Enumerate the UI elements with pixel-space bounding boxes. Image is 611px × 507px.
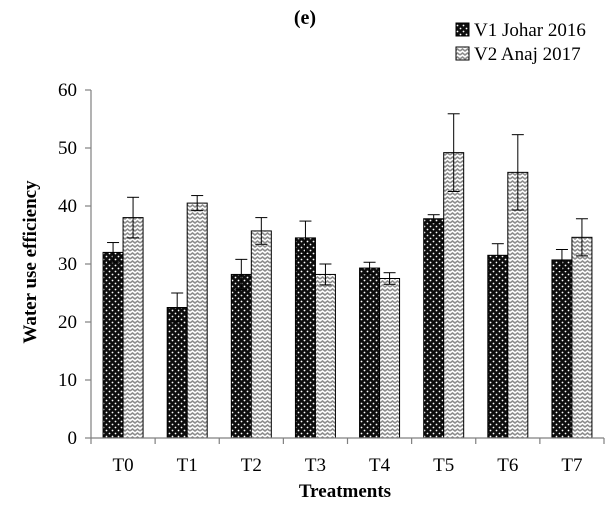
- bar-v1-t7: [551, 259, 573, 439]
- legend-label: V2 Anaj 2017: [474, 44, 581, 65]
- error-bar-v2-t5: [447, 113, 460, 192]
- error-bar-v1-t3: [299, 220, 312, 256]
- x-tick-label-t6: T6: [497, 455, 518, 476]
- y-tick-label: 40: [58, 196, 77, 217]
- y-tick-label: 60: [58, 80, 77, 101]
- y-axis-title: Water use efficiency: [20, 180, 41, 344]
- y-tick-label: 30: [58, 254, 77, 275]
- bar-v2-t4: [379, 278, 401, 439]
- bar-v1-t1: [166, 307, 188, 439]
- x-tick-label-t4: T4: [369, 455, 391, 476]
- bar-v1-t0: [102, 251, 124, 439]
- error-bar-v1-t0: [107, 242, 120, 263]
- bar-v1-t3: [294, 237, 316, 439]
- error-bar-v2-t3: [319, 263, 332, 286]
- bar-v1-t5: [423, 218, 445, 439]
- legend-swatch: [455, 22, 470, 37]
- error-bar-v1-t1: [171, 292, 184, 323]
- bar-v2-t7: [571, 236, 593, 439]
- legend: V1 Johar 2016 V2 Anaj 2017: [455, 20, 586, 65]
- x-tick-label-t1: T1: [177, 455, 198, 476]
- y-tick-label: 0: [68, 428, 78, 449]
- error-bar-v2-t6: [511, 134, 524, 211]
- error-bar-v1-t2: [235, 258, 248, 291]
- x-tick-label-t7: T7: [561, 455, 582, 476]
- bar-v1-t2: [230, 273, 252, 439]
- bar-v2-t0: [122, 217, 144, 439]
- y-tick-label: 50: [58, 138, 77, 159]
- error-bars-layer: [107, 113, 588, 323]
- x-tick-label-t2: T2: [241, 455, 262, 476]
- error-bar-v1-t7: [555, 249, 568, 271]
- x-ticks-layer: T0 T1 T2 T3 T4 T5 T6 T7: [90, 438, 605, 476]
- y-tick-label: 20: [58, 312, 77, 333]
- error-bar-v2-t2: [255, 217, 268, 245]
- legend-swatch: [455, 46, 470, 61]
- bar-v2-t5: [443, 152, 465, 439]
- y-ticks-layer: 0 10 20 30 40 50 60: [58, 80, 91, 449]
- legend-item-v2: V2 Anaj 2017: [455, 44, 581, 65]
- x-tick-label-t3: T3: [305, 455, 326, 476]
- x-tick-label-t5: T5: [433, 455, 454, 476]
- bar-v1-t6: [487, 254, 509, 439]
- x-tick-label-t0: T0: [113, 455, 134, 476]
- error-bar-v1-t4: [363, 261, 376, 275]
- error-bar-v2-t7: [575, 218, 588, 257]
- error-bar-v1-t5: [427, 214, 440, 224]
- bar-v2-t6: [507, 171, 529, 439]
- bar-v1-t4: [359, 267, 381, 439]
- x-axis-title: Treatments: [299, 481, 391, 502]
- bar-v2-t3: [314, 273, 336, 439]
- error-bar-v1-t6: [491, 243, 504, 268]
- y-tick-label: 10: [58, 370, 77, 391]
- bars-layer: [102, 152, 593, 439]
- bar-v2-t1: [186, 202, 208, 439]
- error-bar-v2-t0: [127, 196, 140, 239]
- legend-item-v1: V1 Johar 2016: [455, 20, 586, 41]
- error-bar-v2-t1: [191, 195, 204, 212]
- chart-title: (e): [294, 7, 316, 29]
- legend-label: V1 Johar 2016: [474, 20, 586, 41]
- error-bar-v2-t4: [383, 272, 396, 285]
- bar-v2-t2: [250, 230, 272, 439]
